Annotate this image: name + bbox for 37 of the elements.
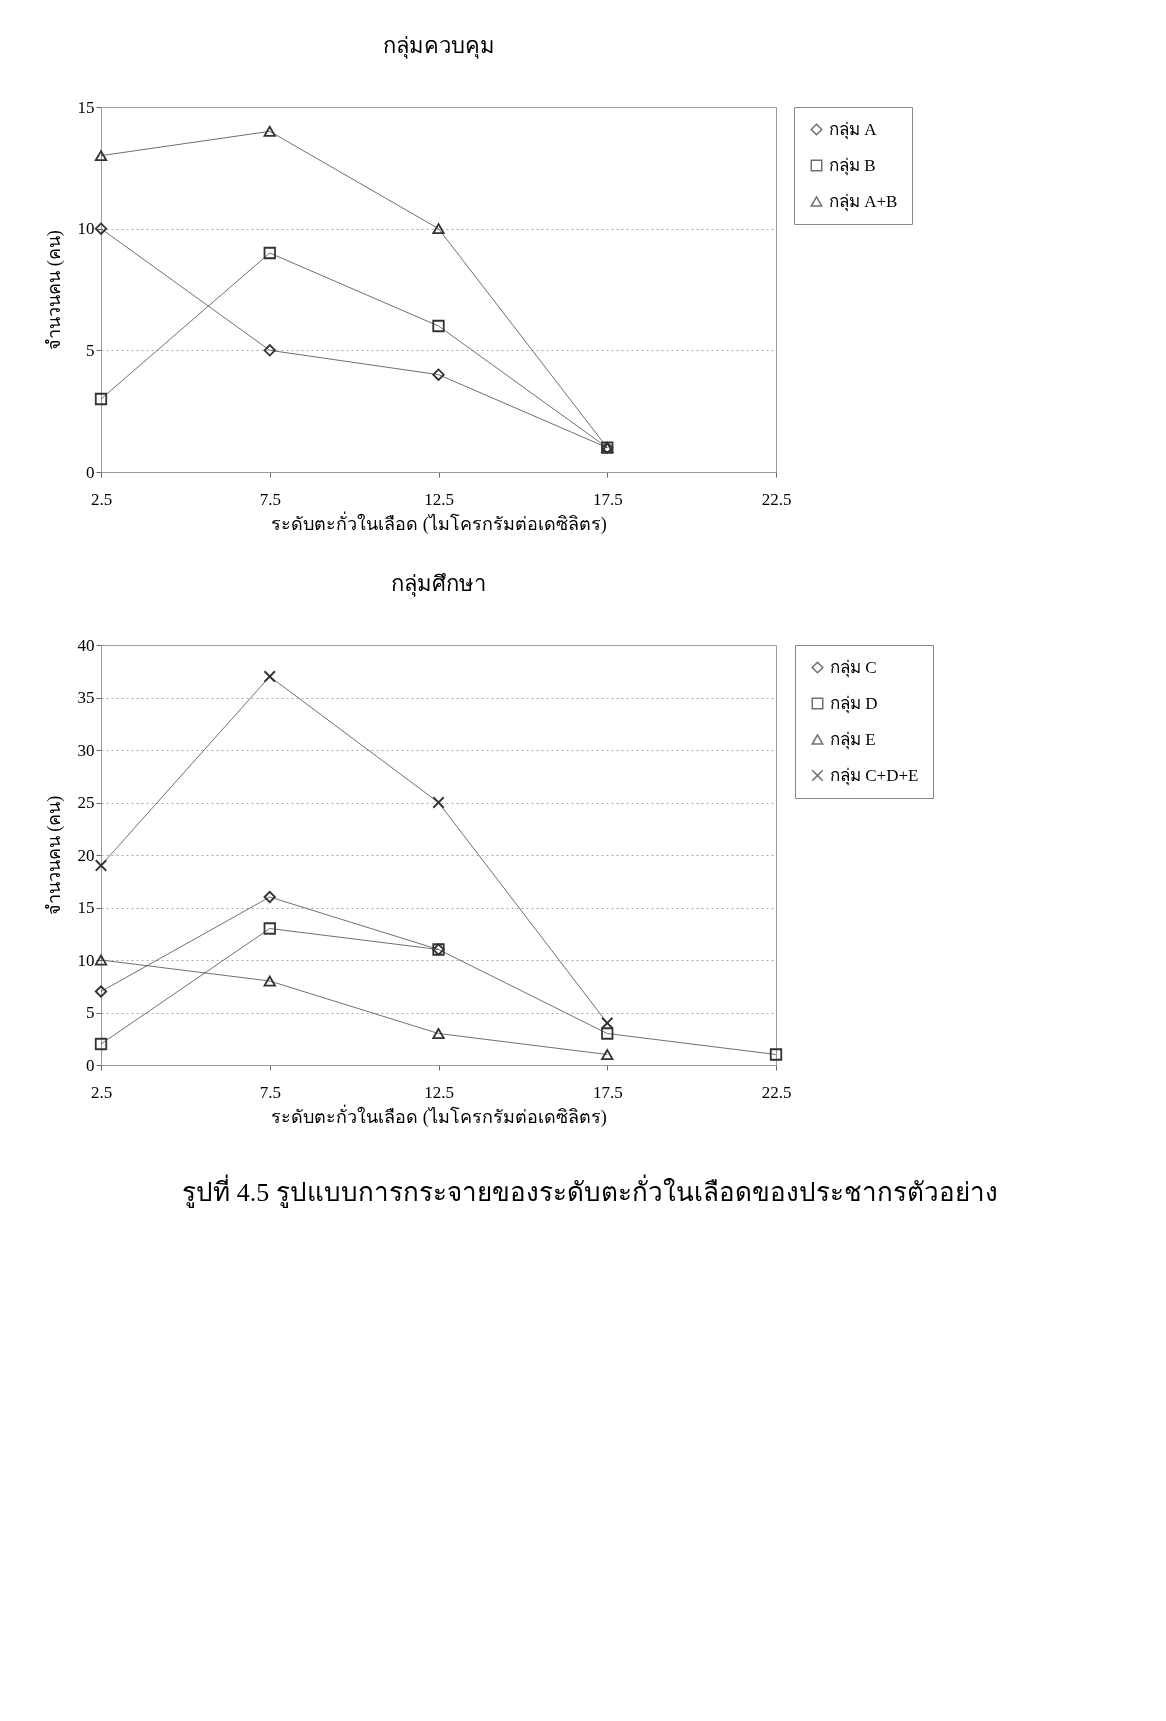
x-tick-label: 7.5 — [259, 1082, 281, 1102]
y-tick-label: 0 — [86, 1055, 95, 1075]
y-tick-label: 40 — [77, 635, 95, 655]
y-axis-title: จำนวนคน (คน) — [43, 230, 65, 350]
x-tick-label: 17.5 — [592, 1082, 623, 1102]
y-tick-label: 15 — [77, 898, 95, 917]
legend-label: กลุ่ม B — [829, 155, 876, 176]
x-tick-label: 2.5 — [90, 1082, 113, 1102]
legend-label: กลุ่ม A — [829, 119, 878, 140]
y-tick-label: 5 — [86, 340, 95, 360]
y-tick-label: 30 — [77, 740, 95, 760]
y-tick-label: 25 — [77, 793, 95, 812]
x-tick-label: 17.5 — [592, 489, 623, 509]
y-tick-label: 5 — [86, 1003, 95, 1022]
y-tick-label: 10 — [77, 219, 95, 239]
text: รูปที่ 4.5 รูปแบบการกระจายของระดับตะกั่วในเลือดของประชากรตัวอย่าง — [181, 1173, 999, 1210]
legend-label: กลุ่ม C — [830, 657, 877, 678]
y-tick-label: 10 — [77, 950, 95, 970]
chart-title: กลุ่มศึกษา — [391, 571, 486, 597]
x-axis-title: ระดับตะกั่วในเลือด (ไมโครกรัมต่อเดซิลิตร) — [271, 510, 607, 535]
y-tick-label: 20 — [77, 845, 95, 865]
y-tick-label: 15 — [77, 97, 95, 117]
legend-label: กลุ่ม C+D+E — [830, 765, 919, 786]
y-axis-title: จำนวนคน (คน) — [43, 795, 65, 916]
y-tick-label: 0 — [86, 462, 95, 482]
x-tick-label: 12.5 — [424, 1082, 454, 1102]
legend-label: กลุ่ม D — [830, 693, 878, 714]
x-tick-label: 22.5 — [761, 489, 792, 509]
y-tick-label: 35 — [77, 688, 95, 707]
x-tick-label: 7.5 — [259, 489, 281, 509]
x-axis-title: ระดับตะกั่วในเลือด (ไมโครกรัมต่อเดซิลิตร) — [271, 1103, 607, 1128]
x-tick-label: 22.5 — [761, 1082, 792, 1102]
chart-title: กลุ่มควบคุม — [382, 33, 495, 59]
legend-label: กลุ่ม E — [830, 729, 876, 750]
x-tick-label: 12.5 — [424, 489, 454, 509]
legend-label: กลุ่ม A+B — [829, 191, 898, 212]
x-tick-label: 2.5 — [90, 489, 113, 509]
